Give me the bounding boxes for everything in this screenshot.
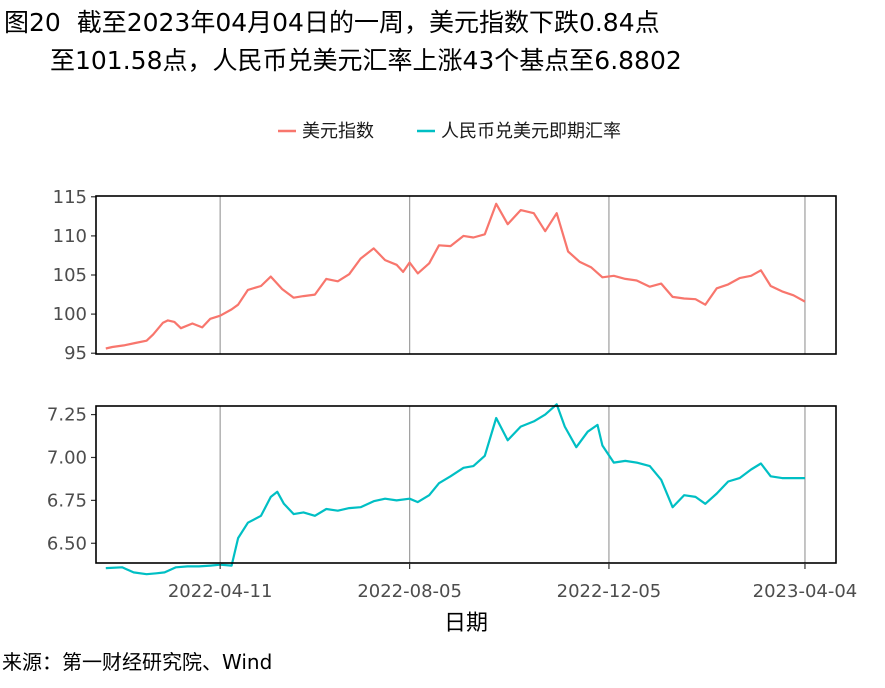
x-tick-label-3: 2023-04-04 xyxy=(753,581,858,602)
y-tick-label-bottom-0: 6.50 xyxy=(47,533,87,554)
x-tick-label-0: 2022-04-11 xyxy=(168,581,273,602)
source-note: 来源：第一财经研究院、Wind xyxy=(2,650,273,674)
title-line-2: 至101.58点，人民币兑美元汇率上涨43个基点至6.8802 xyxy=(50,46,682,75)
series-line-dxy xyxy=(105,202,806,350)
y-tick-label-top-1: 100 xyxy=(53,304,87,325)
chart-title: 图20 截至2023年04月04日的一周，美元指数下跌0.84点至101.58点… xyxy=(4,4,682,80)
y-tick-label-bottom-2: 7.00 xyxy=(47,447,87,468)
title-line-1: 图20 截至2023年04月04日的一周，美元指数下跌0.84点 xyxy=(4,8,660,37)
y-tick-label-bottom-1: 6.75 xyxy=(47,490,87,511)
y-tick-label-top-2: 105 xyxy=(53,265,87,286)
legend-label-cny: 人民币兑美元即期汇率 xyxy=(441,121,621,142)
x-axis-title: 日期 xyxy=(444,611,488,636)
x-tick-label-2: 2022-12-05 xyxy=(557,581,662,602)
y-tick-label-bottom-3: 7.25 xyxy=(47,405,87,426)
panel-frame-top xyxy=(95,195,837,355)
y-tick-label-top-3: 110 xyxy=(53,226,87,247)
y-tick-label-top-0: 95 xyxy=(64,343,87,364)
legend-label-dxy: 美元指数 xyxy=(302,121,374,142)
panel-frame-bottom xyxy=(95,405,837,564)
x-tick-label-1: 2022-08-05 xyxy=(357,581,462,602)
y-tick-label-top-4: 115 xyxy=(53,187,87,208)
series-line-cny xyxy=(105,403,805,576)
